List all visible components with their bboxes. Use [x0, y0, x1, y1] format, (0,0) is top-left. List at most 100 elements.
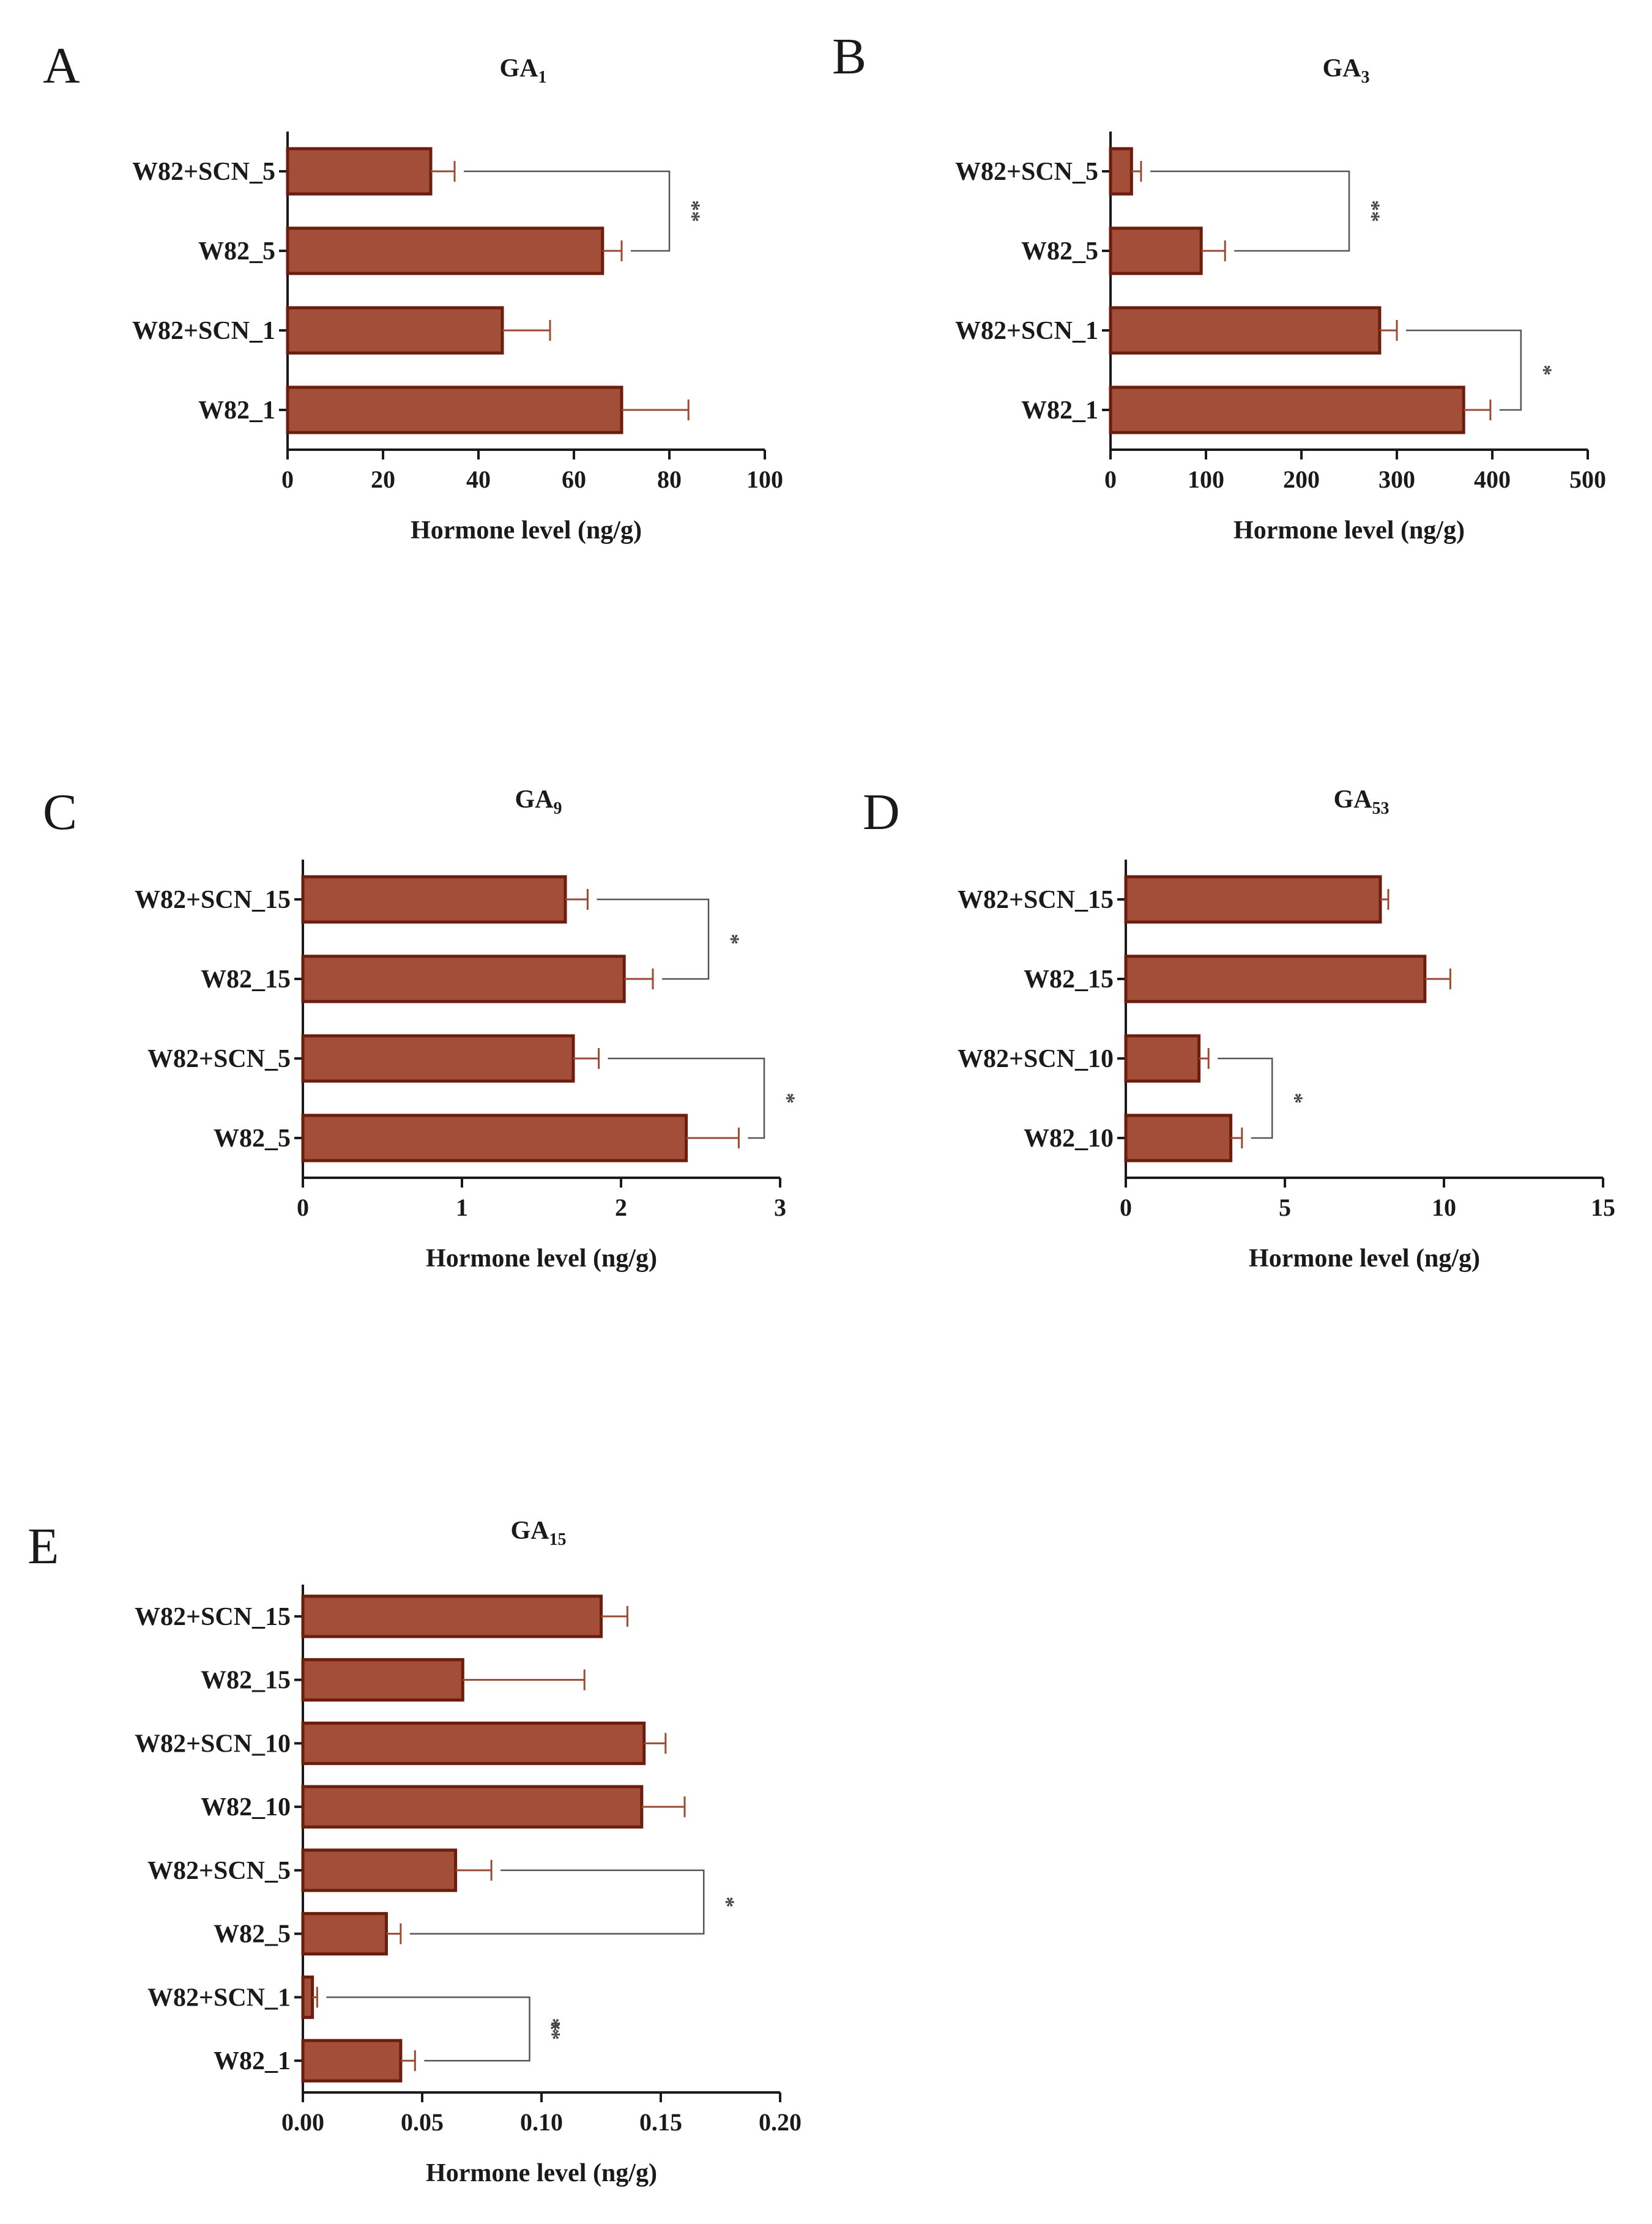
significance-bracket	[464, 170, 671, 252]
chart-title-subscript: 9	[554, 799, 562, 818]
significance-bracket	[326, 1996, 530, 2062]
significance-label-extra: *	[550, 2017, 561, 2041]
x-tick-label: 2	[615, 1194, 627, 1221]
bar	[301, 1658, 464, 1702]
bar	[301, 1848, 458, 1892]
bar	[301, 875, 567, 924]
x-tick-label: 15	[1591, 1194, 1615, 1221]
x-axis-label: Hormone level (ng/g)	[426, 2159, 657, 2187]
chart-title-main: GA	[1323, 54, 1362, 83]
chart-title: GA9	[515, 786, 562, 818]
x-tick-label: 500	[1569, 466, 1606, 493]
category-label: W82+SCN_1	[132, 317, 275, 345]
category-label: W82_15	[201, 965, 291, 994]
bar	[301, 1912, 388, 1956]
chart-title: GA53	[1334, 786, 1390, 818]
x-tick-label: 5	[1279, 1194, 1291, 1221]
category-label: W82+SCN_15	[958, 886, 1114, 914]
significance-label: *	[715, 1897, 739, 1908]
bar	[286, 385, 623, 434]
panel-letter: A	[43, 37, 80, 94]
significance-label: **	[680, 200, 705, 222]
x-tick-label: 100	[746, 466, 783, 493]
bar	[301, 1114, 688, 1162]
x-tick-label: 0	[297, 1194, 309, 1221]
panel-d: D GA53 0 5 10 15 Hormone level (ng/g) W82+SCN_1…	[863, 784, 1615, 1273]
category-label: W82_10	[1024, 1125, 1114, 1153]
x-axis-label: Hormone level (ng/g)	[426, 1244, 657, 1273]
chart-title-main: GA	[515, 786, 554, 814]
bar	[1109, 385, 1465, 434]
significance-label: **	[1360, 200, 1385, 222]
category-label: W82+SCN_10	[135, 1730, 291, 1758]
x-tick-label: 200	[1283, 466, 1320, 493]
category-label: W82_10	[201, 1793, 291, 1821]
category-label: W82+SCN_1	[955, 317, 1098, 345]
bar	[1124, 954, 1427, 1003]
category-label: W82_1	[1021, 396, 1098, 425]
panel-e: E GA15 0.00 0.05 0.10 0.15 0.20 Hormone level (…	[28, 1517, 802, 2187]
bar	[301, 1594, 603, 1638]
bar	[1109, 306, 1382, 355]
category-label: W82+SCN_5	[955, 158, 1098, 186]
x-axis-label: Hormone level (ng/g)	[1233, 516, 1465, 545]
chart-title-subscript: 53	[1372, 799, 1390, 818]
x-tick-label: 1	[456, 1194, 468, 1221]
panel-letter: B	[832, 28, 866, 85]
category-label: W82+SCN_1	[147, 1984, 291, 2012]
x-axis-label: Hormone level (ng/g)	[411, 516, 642, 545]
significance-bracket	[608, 1057, 765, 1139]
x-tick-label: 0.15	[639, 2108, 682, 2136]
significance-bracket	[1150, 170, 1350, 252]
chart-title: GA3	[1323, 54, 1370, 87]
bar	[1109, 226, 1203, 275]
bar	[286, 226, 605, 275]
significance-bracket	[1218, 1057, 1273, 1139]
bar	[301, 1721, 646, 1765]
chart-title-main: GA	[1334, 786, 1373, 814]
significance-bracket	[409, 1869, 705, 1935]
category-label: W82+SCN_10	[958, 1045, 1114, 1073]
panel-b: B GA3 0 100 200 300 400 500 Hormone level (ng/g)…	[832, 28, 1606, 545]
category-label: W82_15	[201, 1667, 291, 1695]
category-label: W82_1	[214, 2047, 291, 2075]
panel-c: C GA9 0 1 2 3 Hormone level (ng/g) W82+SCN_15 W8…	[43, 784, 800, 1273]
significance-label: *	[1283, 1093, 1308, 1104]
category-label: W82+SCN_15	[135, 886, 291, 914]
bar	[1109, 147, 1133, 196]
chart-title-subscript: 15	[549, 1530, 567, 1549]
significance-label: *	[1532, 365, 1557, 376]
bar	[1124, 1034, 1201, 1083]
x-tick-label: 10	[1432, 1194, 1456, 1221]
chart-title: GA15	[511, 1517, 567, 1549]
category-label: W82+SCN_5	[147, 1857, 291, 1885]
bar	[301, 1785, 644, 1829]
category-label: W82_5	[214, 1125, 291, 1153]
x-tick-label: 40	[466, 466, 491, 493]
significance-label: *	[775, 1093, 800, 1104]
bar	[1124, 1114, 1233, 1162]
bar	[301, 2039, 403, 2083]
x-tick-label: 0	[281, 466, 294, 493]
bar	[286, 147, 433, 196]
category-label: W82_5	[198, 237, 275, 266]
x-tick-label: 0.00	[281, 2108, 324, 2136]
panel-letter: C	[43, 784, 77, 841]
chart-title-main: GA	[500, 54, 539, 83]
panel-letter: D	[863, 784, 900, 841]
category-label: W82_1	[198, 396, 275, 425]
significance-bracket	[597, 898, 710, 980]
x-tick-label: 300	[1379, 466, 1415, 493]
significance-label: **	[541, 2018, 565, 2040]
x-tick-label: 0.20	[759, 2108, 802, 2136]
bar	[301, 1034, 575, 1083]
category-label: W82+SCN_15	[135, 1603, 291, 1631]
x-tick-label: 0	[1104, 466, 1117, 493]
bar	[286, 306, 504, 355]
x-tick-label: 20	[371, 466, 395, 493]
bar	[301, 1975, 314, 2019]
x-tick-label: 0	[1120, 1194, 1132, 1221]
x-axis-label: Hormone level (ng/g)	[1249, 1244, 1480, 1273]
x-tick-label: 0.10	[520, 2108, 563, 2136]
